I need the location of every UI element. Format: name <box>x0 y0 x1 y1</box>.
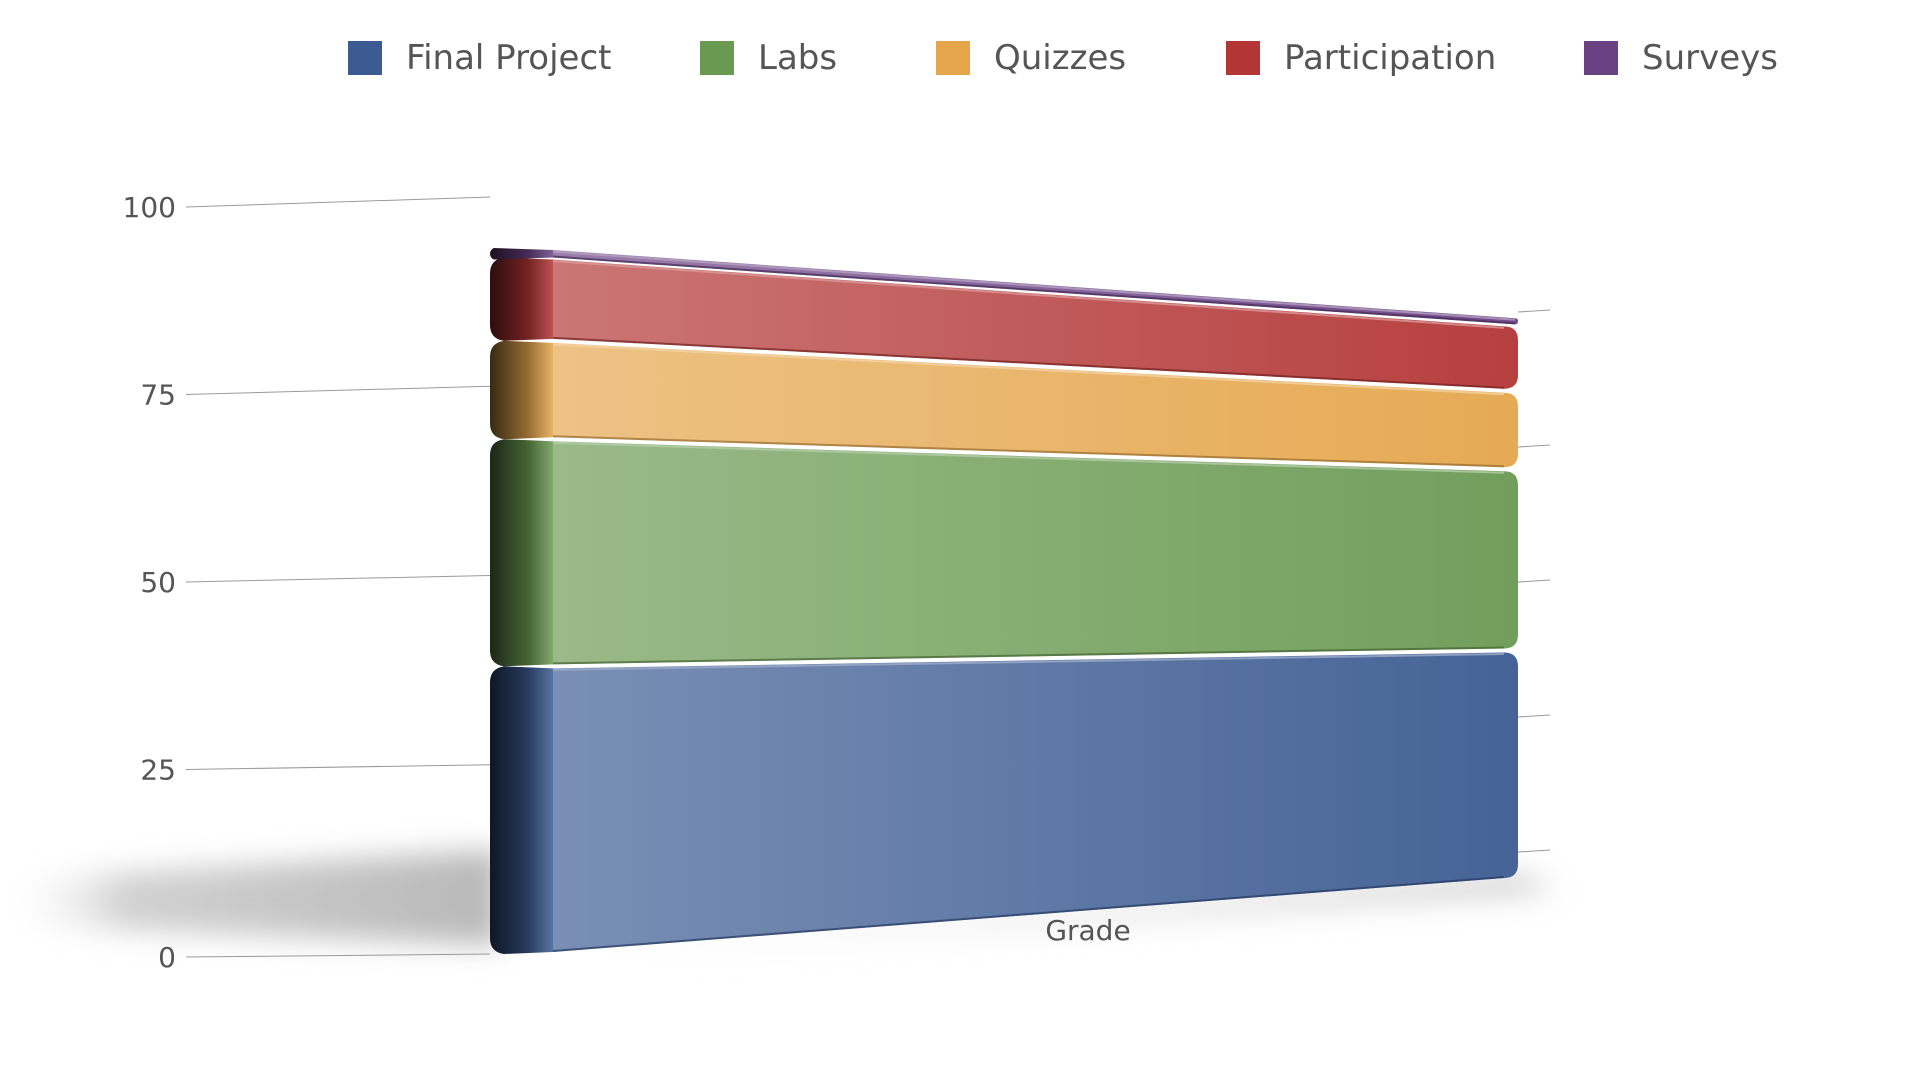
right-grid-stub <box>1517 849 1551 853</box>
floor-shadow <box>0 850 500 945</box>
bar-segment-side-surveys <box>490 247 553 260</box>
legend-label-quizzes: Quizzes <box>994 38 1127 78</box>
bar-segment-front-participation <box>553 259 1518 389</box>
bar-segment-edge-participation <box>552 336 1505 389</box>
bar-segment-quizzes <box>490 340 1518 468</box>
legend-swatch-labs <box>700 41 734 75</box>
bar-segment-labs <box>490 439 1518 667</box>
legend-label-labs: Labs <box>758 38 838 78</box>
legend-label-final-project: Final Project <box>406 38 612 78</box>
legend-item-quizzes: Quizzes <box>936 30 1126 86</box>
legend-label-participation: Participation <box>1284 38 1497 78</box>
bar-segment-side-labs <box>490 439 553 667</box>
gridline-100 <box>185 196 491 208</box>
right-grid-stub <box>1517 444 1551 448</box>
bar-segment-front-labs <box>553 441 1518 665</box>
bar-segment-participation <box>490 257 1518 389</box>
x-category-label-grade: Grade <box>1045 914 1130 947</box>
bar-segment-edge-final-project <box>552 876 1505 952</box>
bar-segment-final-project <box>490 652 1518 954</box>
y-tick-label-100: 100 <box>123 191 176 224</box>
legend-swatch-participation <box>1226 41 1260 75</box>
gridline-25 <box>185 764 491 770</box>
right-grid-stub <box>1517 579 1551 583</box>
y-tick-label-50: 50 <box>140 566 176 599</box>
bar-segment-edge-surveys <box>552 255 1516 325</box>
bar-segment-front-quizzes <box>553 342 1518 468</box>
legend-swatch-quizzes <box>936 41 970 75</box>
gridline-0 <box>185 953 491 958</box>
legend-item-final-project: Final Project <box>348 30 612 86</box>
y-tick-label-25: 25 <box>140 754 176 787</box>
bar-segment-edge-labs <box>552 646 1505 665</box>
bar-segment-edge-quizzes <box>552 435 1505 468</box>
bar-segment-front-final-project <box>553 652 1518 952</box>
grid-lines <box>185 196 1551 958</box>
bar-segment-highlight-labs <box>552 441 1505 474</box>
bar-segment-surveys <box>490 247 1518 325</box>
legend-item-surveys: Surveys <box>1584 30 1778 86</box>
y-tick-label-0: 0 <box>158 941 176 974</box>
legend: Final Project Labs Quizzes Participation… <box>0 30 1920 86</box>
y-tick-label-75: 75 <box>140 379 176 412</box>
y-axis-ticks: 0 25 50 75 100 <box>123 191 176 974</box>
legend-swatch-final-project <box>348 41 382 75</box>
bar-segment-side-final-project <box>490 666 553 954</box>
right-grid-stub <box>1517 714 1551 718</box>
legend-item-labs: Labs <box>700 30 837 86</box>
legend-label-surveys: Surveys <box>1642 38 1778 78</box>
bar-segment-side-participation <box>490 257 553 341</box>
x-axis-categories: Grade <box>1045 914 1130 947</box>
bar-segment-highlight-quizzes <box>552 343 1505 396</box>
gridline-75 <box>185 385 491 395</box>
bar-segment-highlight-surveys <box>552 250 1516 321</box>
bar-base-shadow <box>553 876 1558 968</box>
bar-segment-highlight-participation <box>552 260 1505 329</box>
legend-item-participation: Participation <box>1226 30 1496 86</box>
stacked-bar <box>490 247 1518 954</box>
legend-swatch-surveys <box>1584 41 1618 75</box>
bar-shadow <box>0 850 1558 968</box>
right-grid-stub <box>1517 309 1551 313</box>
bar-segment-highlight-final-project <box>552 652 1505 671</box>
gridline-50 <box>185 575 491 583</box>
bar-segment-side-quizzes <box>490 340 553 440</box>
